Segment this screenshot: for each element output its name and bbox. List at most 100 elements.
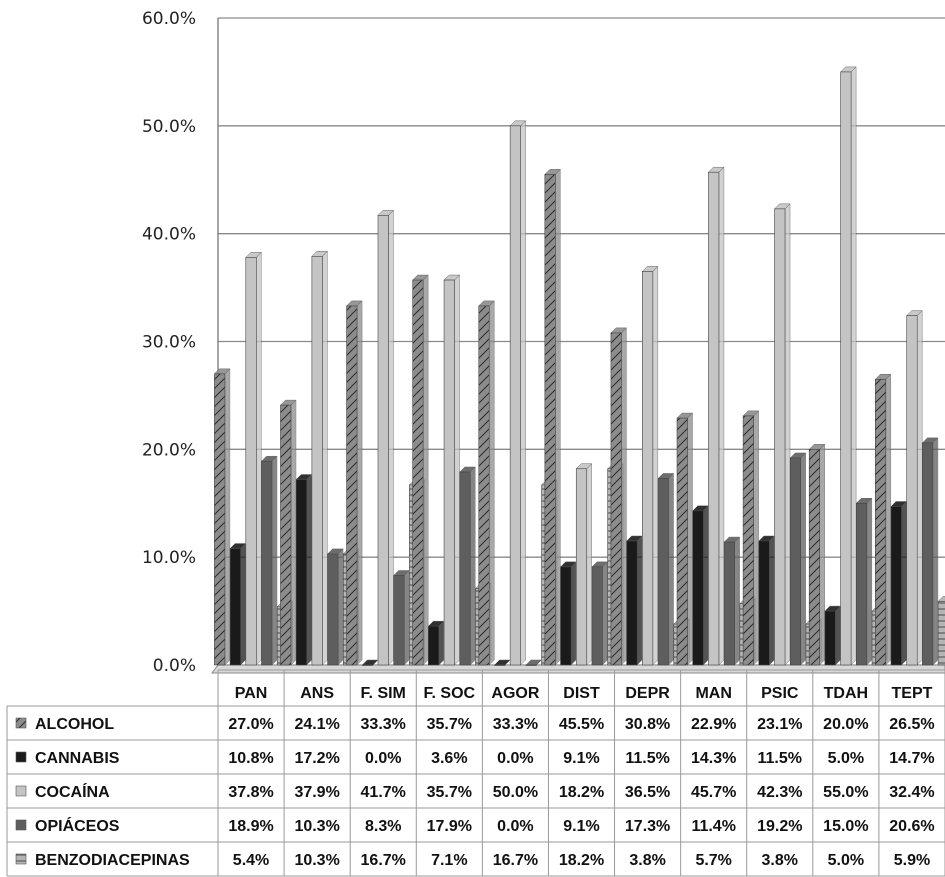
bar-alcohol xyxy=(742,415,754,666)
table-cell-value: 5.9% xyxy=(894,852,930,869)
table-cell-value: 5.7% xyxy=(695,852,731,869)
bar-side-cocana xyxy=(916,310,923,666)
table-cell-value: 37.8% xyxy=(228,784,273,801)
bar-cannabis xyxy=(758,540,770,666)
bar-side-cocana xyxy=(256,251,262,666)
table-cell-value: 9.1% xyxy=(563,818,599,835)
table-cell-value: 14.3% xyxy=(691,750,736,767)
table-cell-value: 0.0% xyxy=(497,750,533,767)
table-cell-value: 33.3% xyxy=(361,716,406,733)
legend-label-alcohol: ALCOHOL xyxy=(35,716,114,733)
bar-side-cocana xyxy=(388,209,394,666)
bar-side-alcohol xyxy=(224,368,231,666)
bar-cocana xyxy=(377,215,389,666)
table-cell-value: 45.5% xyxy=(559,716,604,733)
bar-alcohol xyxy=(676,417,688,666)
bar-cannabis xyxy=(428,625,440,666)
x-category-label: F. SOC xyxy=(424,685,476,702)
bar-top-opiceos xyxy=(525,659,542,666)
table-cell-value: 20.0% xyxy=(823,716,868,733)
bar-side-alcohol xyxy=(753,410,759,666)
bar-side-cocana xyxy=(322,250,328,666)
bar-cocana xyxy=(443,279,455,666)
table-cell-value: 32.4% xyxy=(889,784,934,801)
bars xyxy=(213,66,945,666)
table-cell-value: 30.8% xyxy=(625,716,670,733)
x-category-label: DIST xyxy=(563,685,600,702)
table-cell-value: 10.8% xyxy=(228,750,273,767)
x-category-label: PAN xyxy=(235,685,268,702)
y-tick-label: 0.0% xyxy=(153,656,196,676)
table-cell-value: 16.7% xyxy=(493,852,538,869)
legend-swatch-benzodiacepinas xyxy=(15,853,27,865)
x-category-label: MAN xyxy=(695,685,731,702)
bar-alcohol xyxy=(544,174,556,666)
bar-alcohol xyxy=(808,449,821,666)
bar-side-opiceos xyxy=(470,466,476,666)
bar-side-cannabis xyxy=(240,542,246,666)
table-cell-value: 18.2% xyxy=(559,852,604,869)
y-tick-label: 50.0% xyxy=(142,117,196,137)
table-cell-value: 45.7% xyxy=(691,784,736,801)
table-cell-value: 16.7% xyxy=(361,852,406,869)
bar-benzodiacepinas xyxy=(937,601,945,666)
bar-side-opiceos xyxy=(403,569,410,666)
y-axis: 0.0% 10.0% 20.0% 30.0% 40.0% 50.0% 60.0% xyxy=(142,9,945,676)
bar-cocana xyxy=(708,171,720,666)
bar-side-cannabis xyxy=(306,473,312,666)
bar-cocana xyxy=(509,125,521,666)
bar-side-cannabis xyxy=(769,535,775,666)
bar-side-alcohol xyxy=(621,327,627,666)
bar-side-cannabis xyxy=(570,561,577,666)
bar-side-opiceos xyxy=(800,452,806,666)
table-cell-value: 23.1% xyxy=(757,716,802,733)
bar-cocana xyxy=(840,71,852,666)
bar-opiceos xyxy=(525,664,537,666)
table-cell-value: 3.8% xyxy=(762,852,798,869)
bar-cannabis xyxy=(295,479,307,666)
bar-side-opiceos xyxy=(734,536,740,666)
x-category-label: TDAH xyxy=(824,685,868,702)
table-cell-value: 10.3% xyxy=(294,818,339,835)
bar-opiceos xyxy=(723,541,735,666)
bar-alcohol xyxy=(610,332,622,666)
table-cell-value: 37.9% xyxy=(294,784,339,801)
bar-cocana xyxy=(774,208,786,666)
legend-swatch-opiceos xyxy=(15,819,27,831)
bar-cannabis xyxy=(890,506,902,666)
table-cell-value: 26.5% xyxy=(889,716,934,733)
legend-label-opiceos: OPIÁCEOS xyxy=(35,816,120,835)
table-cell-value: 18.2% xyxy=(559,784,604,801)
bar-side-opiceos xyxy=(337,548,344,666)
legend-swatch-cocana xyxy=(15,785,27,797)
bar-side-opiceos xyxy=(932,437,939,666)
bar-opiceos xyxy=(261,460,273,666)
table-cell-value: 50.0% xyxy=(493,784,538,801)
table-cell-value: 14.7% xyxy=(889,750,934,767)
table-cell-value: 27.0% xyxy=(228,716,273,733)
bar-alcohol xyxy=(875,378,887,666)
table-cell-value: 33.3% xyxy=(493,716,538,733)
x-category-label: PSIC xyxy=(761,685,799,702)
table-cell-value: 35.7% xyxy=(427,716,472,733)
bar-opiceos xyxy=(657,478,669,666)
chart-floor xyxy=(211,664,945,674)
y-tick-label: 40.0% xyxy=(142,225,196,245)
table-cell-value: 5.0% xyxy=(828,750,864,767)
bar-top-cannabis xyxy=(493,659,511,666)
table-cell-value: 11.4% xyxy=(691,818,735,835)
table-cell-value: 35.7% xyxy=(427,784,472,801)
table-cell-value: 22.9% xyxy=(691,716,736,733)
bar-side-cocana xyxy=(520,120,526,666)
legend-label-benzodiacepinas: BENZODIACEPINAS xyxy=(35,852,190,869)
bar-side-alcohol xyxy=(819,443,825,666)
bar-alcohol xyxy=(280,404,292,666)
bar-side-alcohol xyxy=(489,300,495,666)
table-cell-value: 9.1% xyxy=(563,750,599,767)
x-category-label: DEPR xyxy=(625,685,670,702)
table-cell-value: 5.4% xyxy=(233,852,269,869)
bar-side-alcohol xyxy=(356,300,363,666)
table-cell-value: 42.3% xyxy=(757,784,802,801)
bar-top-benzodiacepinas xyxy=(937,596,945,602)
bar-side-cannabis xyxy=(438,620,445,666)
